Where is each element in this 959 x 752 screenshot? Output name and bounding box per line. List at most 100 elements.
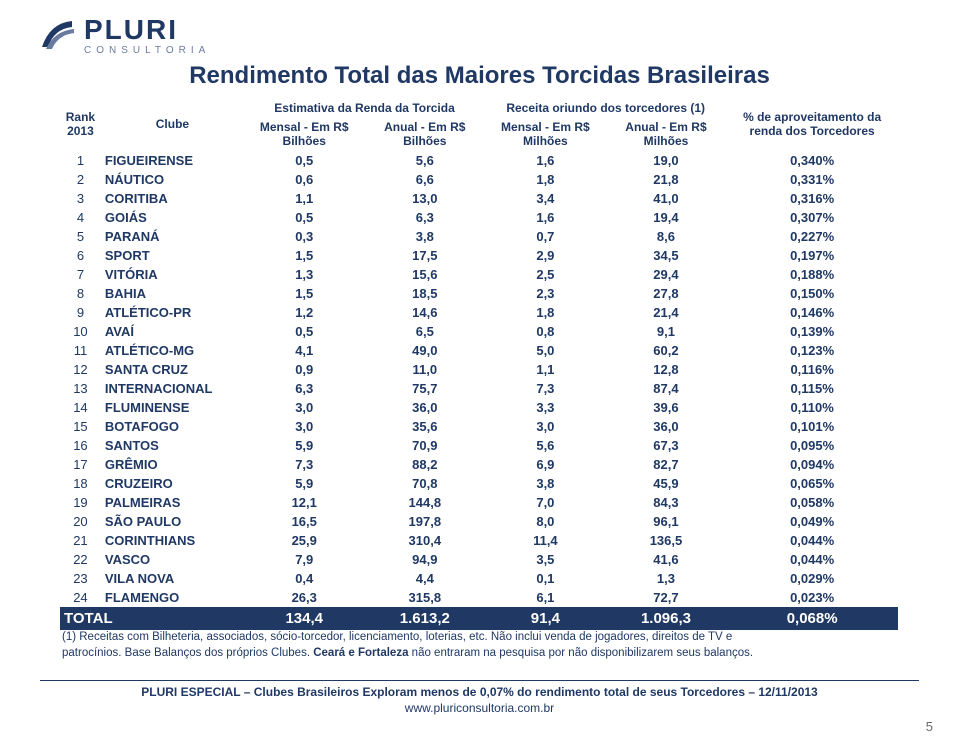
table-row: 23VILA NOVA0,44,40,11,30,029%: [60, 569, 898, 588]
table-row: 19PALMEIRAS12,1144,87,084,30,058%: [60, 493, 898, 512]
cell-mensal-m: 1,6: [485, 151, 606, 170]
cell-aprov: 0,044%: [726, 550, 898, 569]
cell-aprov: 0,307%: [726, 208, 898, 227]
cell-mensal-b: 0,3: [244, 227, 365, 246]
cell-mensal-m: 2,9: [485, 246, 606, 265]
cell-club: ATLÉTICO-PR: [101, 303, 244, 322]
cell-club: GOIÁS: [101, 208, 244, 227]
table-row: 22VASCO7,994,93,541,60,044%: [60, 550, 898, 569]
cell-club: BAHIA: [101, 284, 244, 303]
table-row: 8BAHIA1,518,52,327,80,150%: [60, 284, 898, 303]
cell-aprov: 0,115%: [726, 379, 898, 398]
cell-anual-m: 12,8: [606, 360, 727, 379]
col-mensal-bilhoes: Mensal - Em R$ Bilhões: [244, 118, 365, 151]
footer: PLURI ESPECIAL – Clubes Brasileiros Expl…: [40, 680, 919, 715]
logo-mark-icon: [40, 17, 78, 55]
cell-rank: 10: [60, 322, 101, 341]
cell-aprov: 0,101%: [726, 417, 898, 436]
cell-anual-m: 21,4: [606, 303, 727, 322]
table-row: 1FIGUEIRENSE0,55,61,619,00,340%: [60, 151, 898, 170]
cell-anual-b: 11,0: [365, 360, 486, 379]
cell-aprov: 0,058%: [726, 493, 898, 512]
cell-rank: 11: [60, 341, 101, 360]
table-row: 7VITÓRIA1,315,62,529,40,188%: [60, 265, 898, 284]
col-aprov: % de aproveitamento da renda dos Torcedo…: [726, 100, 898, 151]
cell-anual-b: 35,6: [365, 417, 486, 436]
cell-mensal-b: 0,6: [244, 170, 365, 189]
cell-mensal-b: 6,3: [244, 379, 365, 398]
cell-aprov: 0,123%: [726, 341, 898, 360]
cell-club: FLAMENGO: [101, 588, 244, 607]
cell-total-m1: 134,4: [244, 607, 365, 631]
cell-rank: 23: [60, 569, 101, 588]
logo-subtitle: CONSULTORIA: [84, 46, 210, 56]
cell-mensal-b: 12,1: [244, 493, 365, 512]
table-row: 20SÃO PAULO16,5197,88,096,10,049%: [60, 512, 898, 531]
cell-total-a2: 1.096,3: [606, 607, 727, 631]
cell-rank: 5: [60, 227, 101, 246]
cell-club: CORITIBA: [101, 189, 244, 208]
cell-anual-m: 36,0: [606, 417, 727, 436]
col-mensal-milhoes: Mensal - Em R$ Milhões: [485, 118, 606, 151]
cell-rank: 12: [60, 360, 101, 379]
cell-anual-m: 27,8: [606, 284, 727, 303]
cell-anual-m: 45,9: [606, 474, 727, 493]
cell-club: FIGUEIRENSE: [101, 151, 244, 170]
cell-anual-b: 6,3: [365, 208, 486, 227]
cell-aprov: 0,065%: [726, 474, 898, 493]
cell-rank: 24: [60, 588, 101, 607]
cell-aprov: 0,095%: [726, 436, 898, 455]
cell-anual-b: 36,0: [365, 398, 486, 417]
footer-text: PLURI ESPECIAL – Clubes Brasileiros Expl…: [141, 685, 817, 699]
cell-club: SPORT: [101, 246, 244, 265]
cell-anual-m: 34,5: [606, 246, 727, 265]
cell-club: SANTOS: [101, 436, 244, 455]
cell-aprov: 0,023%: [726, 588, 898, 607]
cell-mensal-m: 6,1: [485, 588, 606, 607]
cell-mensal-m: 0,8: [485, 322, 606, 341]
table-row: 24FLAMENGO26,3315,86,172,70,023%: [60, 588, 898, 607]
cell-mensal-b: 26,3: [244, 588, 365, 607]
cell-anual-b: 144,8: [365, 493, 486, 512]
table-row: 12SANTA CRUZ0,911,01,112,80,116%: [60, 360, 898, 379]
cell-total-a1: 1.613,2: [365, 607, 486, 631]
cell-aprov: 0,146%: [726, 303, 898, 322]
cell-club: CORINTHIANS: [101, 531, 244, 550]
logo: PLURI CONSULTORIA: [40, 16, 210, 56]
cell-mensal-m: 3,0: [485, 417, 606, 436]
cell-anual-m: 19,0: [606, 151, 727, 170]
cell-club: FLUMINENSE: [101, 398, 244, 417]
table-row: 18CRUZEIRO5,970,83,845,90,065%: [60, 474, 898, 493]
cell-club: BOTAFOGO: [101, 417, 244, 436]
cell-mensal-m: 1,1: [485, 360, 606, 379]
cell-anual-m: 96,1: [606, 512, 727, 531]
footnote-line-2: patrocínios. Base Balanços dos próprios …: [62, 646, 898, 662]
cell-rank: 9: [60, 303, 101, 322]
table-row: 13INTERNACIONAL6,375,77,387,40,115%: [60, 379, 898, 398]
cell-club: PALMEIRAS: [101, 493, 244, 512]
cell-rank: 21: [60, 531, 101, 550]
total-row: TOTAL134,41.613,291,41.096,30,068%: [60, 607, 898, 631]
cell-rank: 17: [60, 455, 101, 474]
cell-anual-b: 14,6: [365, 303, 486, 322]
table-row: 5PARANÁ0,33,80,78,60,227%: [60, 227, 898, 246]
cell-mensal-m: 3,4: [485, 189, 606, 208]
col-anual-bilhoes: Anual - Em R$ Bilhões: [365, 118, 486, 151]
table-row: 3CORITIBA1,113,03,441,00,316%: [60, 189, 898, 208]
cell-club: SÃO PAULO: [101, 512, 244, 531]
cell-rank: 6: [60, 246, 101, 265]
table-row: 16SANTOS5,970,95,667,30,095%: [60, 436, 898, 455]
cell-aprov: 0,150%: [726, 284, 898, 303]
cell-mensal-m: 2,3: [485, 284, 606, 303]
footer-link[interactable]: www.pluriconsultoria.com.br: [40, 701, 919, 715]
table-row: 11ATLÉTICO-MG4,149,05,060,20,123%: [60, 341, 898, 360]
cell-club: AVAÍ: [101, 322, 244, 341]
cell-anual-b: 197,8: [365, 512, 486, 531]
cell-club: CRUZEIRO: [101, 474, 244, 493]
cell-anual-b: 18,5: [365, 284, 486, 303]
cell-anual-b: 13,0: [365, 189, 486, 208]
cell-anual-b: 5,6: [365, 151, 486, 170]
cell-mensal-m: 1,6: [485, 208, 606, 227]
page-title: Rendimento Total das Maiores Torcidas Br…: [189, 62, 770, 90]
cell-anual-b: 49,0: [365, 341, 486, 360]
